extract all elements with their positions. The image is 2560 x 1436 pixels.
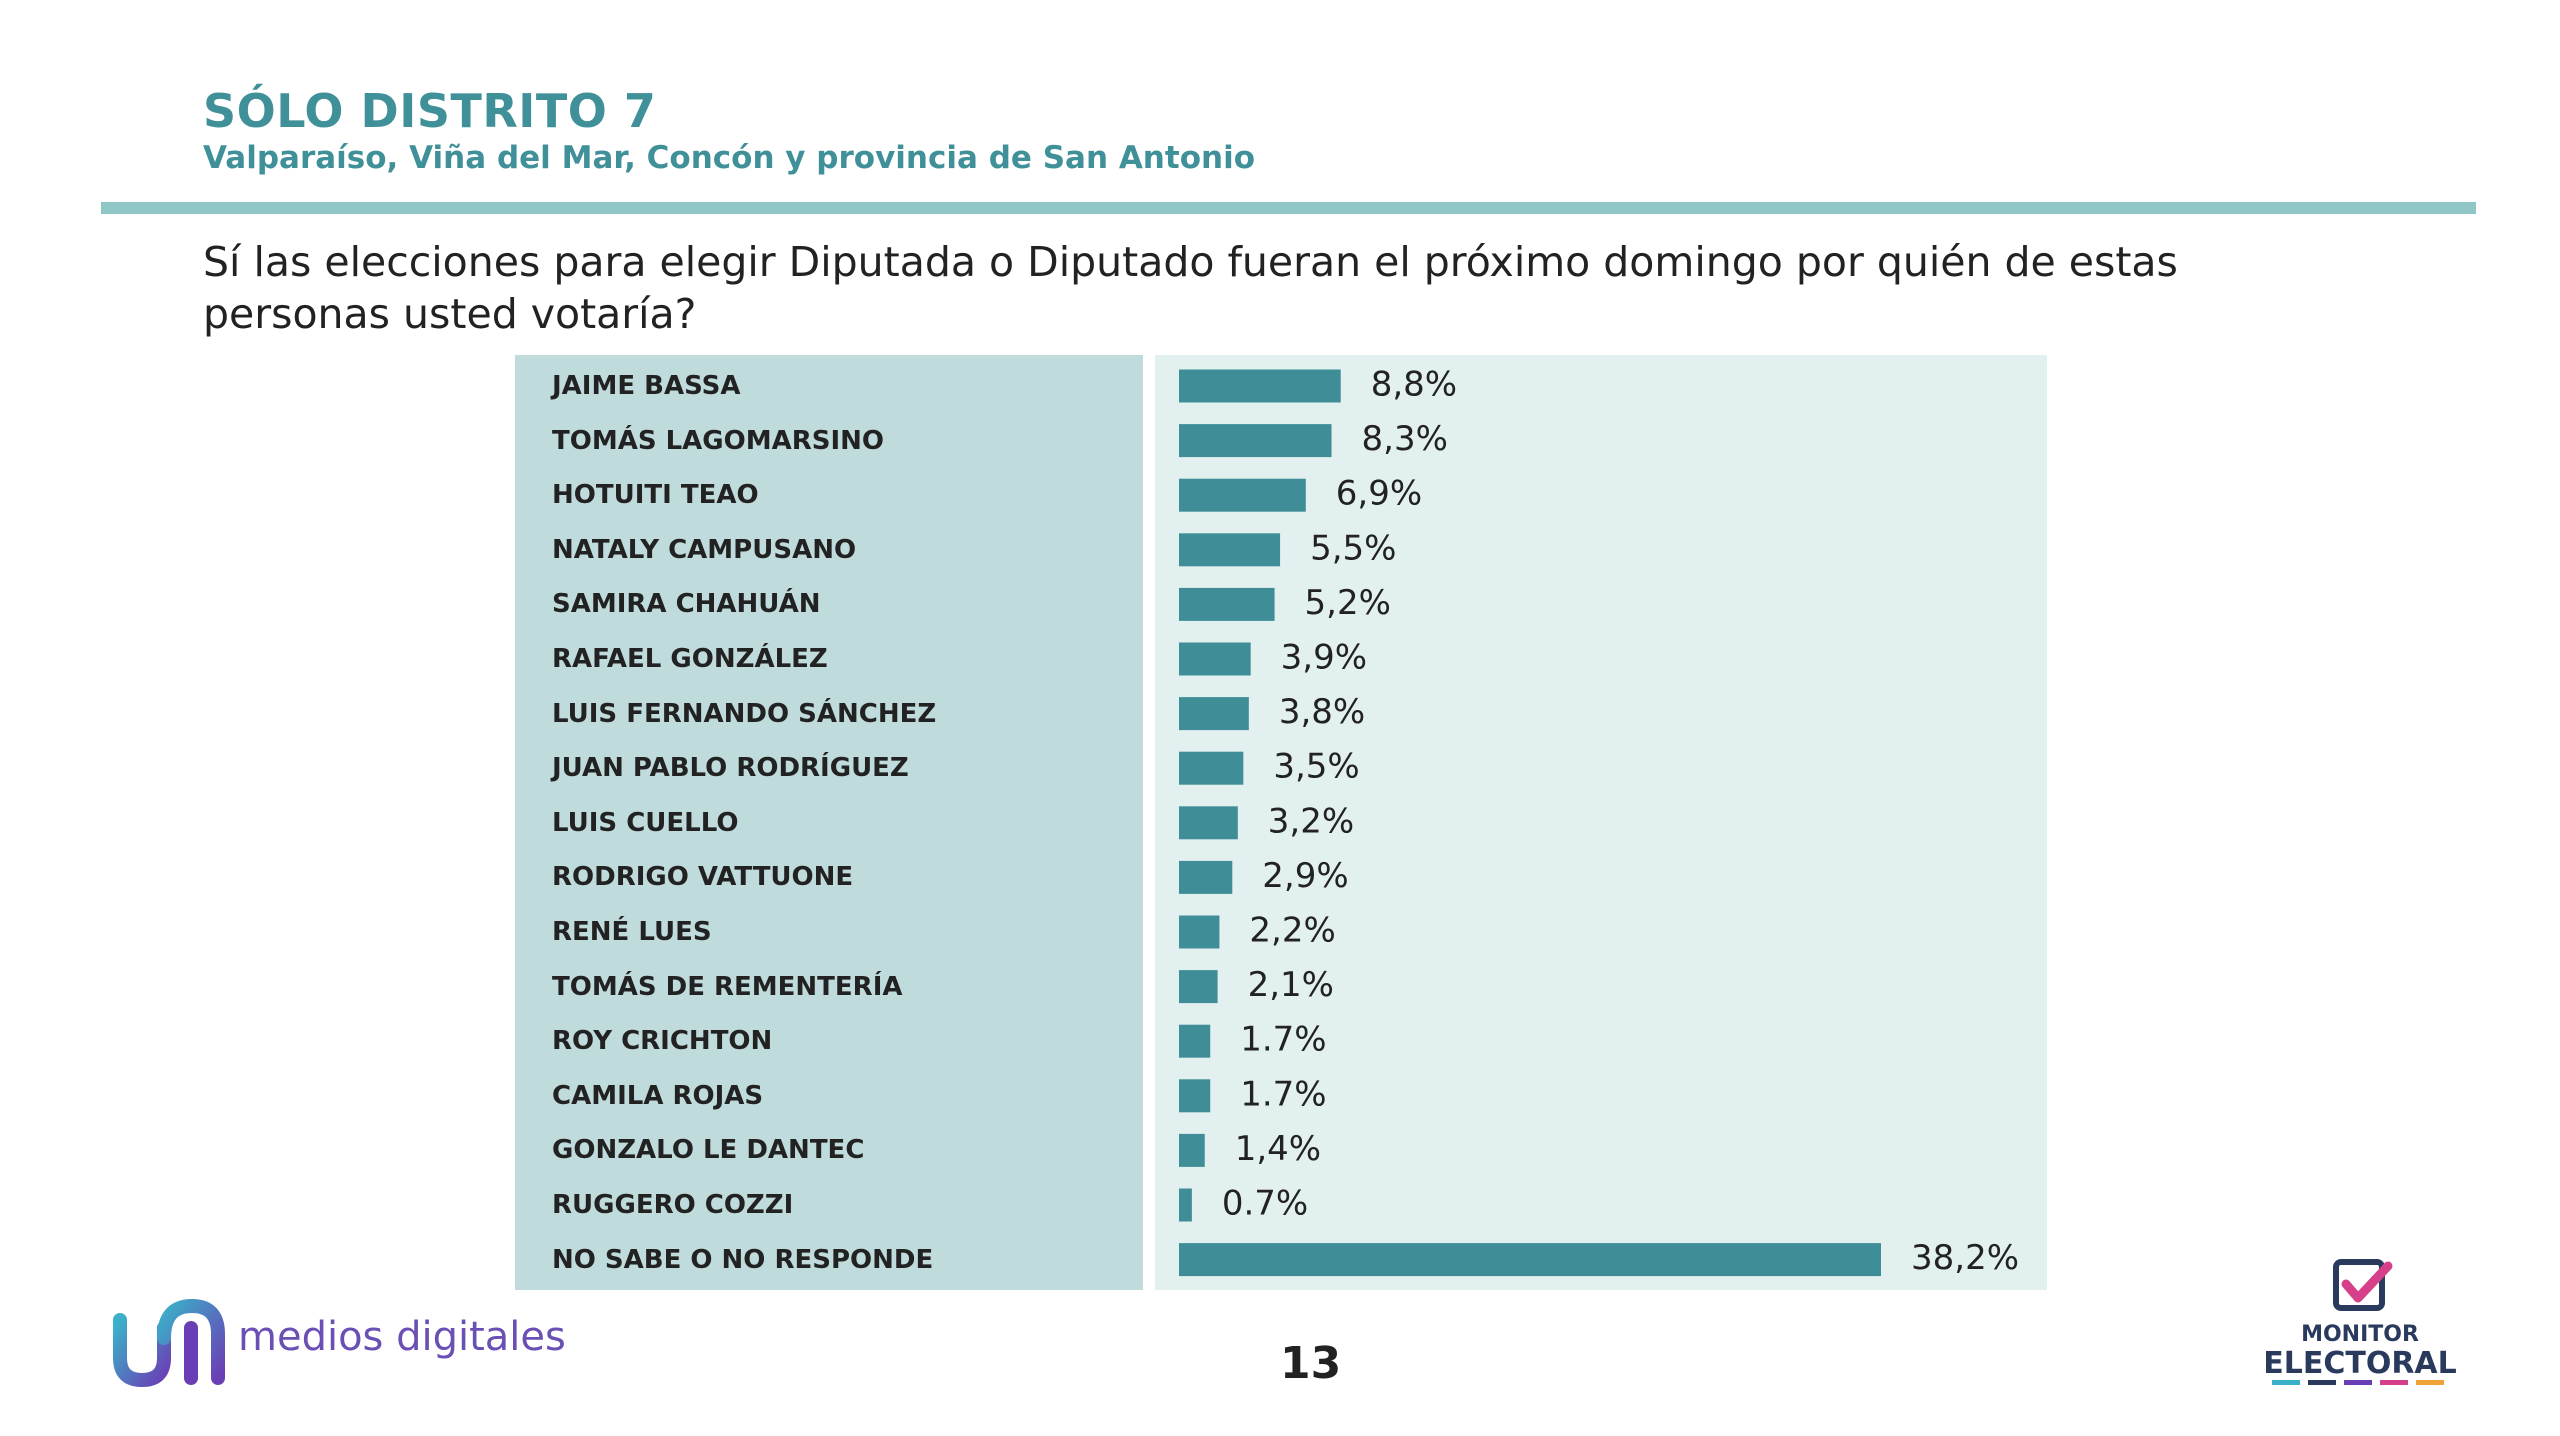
bar — [1179, 806, 1238, 840]
category-label: RUGGERO COZZI — [552, 1190, 794, 1220]
data-label: 1,4% — [1235, 1129, 1321, 1169]
data-label: 1.7% — [1240, 1074, 1326, 1114]
data-label: 2,9% — [1262, 856, 1348, 896]
bar — [1179, 642, 1251, 676]
data-label: 8,3% — [1362, 419, 1448, 459]
page-subtitle: Valparaíso, Viña del Mar, Concón y provi… — [203, 140, 1255, 176]
medios-digitales-logo-text: medios digitales — [238, 1314, 566, 1360]
data-label: 3,5% — [1273, 747, 1359, 787]
monitor-electoral-line1: MONITOR — [2301, 1322, 2419, 1347]
category-label: RAFAEL GONZÁLEZ — [552, 644, 828, 674]
medios-digitales-logo: medios digitales — [112, 1298, 566, 1388]
category-label: RODRIGO VATTUONE — [552, 862, 854, 893]
monitor-electoral-line2: ELECTORAL — [2263, 1346, 2457, 1381]
category-label: SAMIRA CHAHUÁN — [552, 589, 821, 620]
medios-digitales-logo-icon — [113, 1298, 225, 1388]
bar — [1179, 915, 1220, 949]
category-label: RENÉ LUES — [552, 917, 712, 947]
checkbox-check-icon — [2272, 1259, 2444, 1385]
category-label: GONZALO LE DANTEC — [552, 1135, 865, 1166]
data-label: 2,2% — [1249, 911, 1335, 951]
data-label: 3,9% — [1281, 638, 1367, 678]
bar — [1179, 1243, 1881, 1277]
bar — [1179, 424, 1332, 458]
category-label: LUIS FERNANDO SÁNCHEZ — [552, 698, 937, 729]
bar — [1179, 1024, 1211, 1058]
bar — [1179, 478, 1306, 512]
category-label: NATALY CAMPUSANO — [552, 534, 857, 565]
monitor-electoral-logo: MONITOR ELECTORAL — [2260, 1258, 2460, 1388]
category-label: TOMÁS DE REMENTERÍA — [552, 971, 903, 1002]
data-label: 38,2% — [1911, 1238, 2019, 1278]
page-number: 13 — [1280, 1338, 1342, 1389]
bar — [1179, 860, 1233, 894]
bar — [1179, 533, 1281, 567]
data-label: 1.7% — [1240, 1020, 1326, 1060]
category-label-panel — [515, 355, 1143, 1290]
bar — [1179, 1079, 1211, 1113]
category-label: TOMÁS LAGOMARSINO — [552, 425, 885, 456]
data-label: 5,5% — [1310, 528, 1396, 568]
survey-question: Sí las elecciones para elegir Diputada o… — [203, 238, 2178, 338]
data-label: 3,2% — [1268, 801, 1354, 841]
data-label: 0.7% — [1222, 1184, 1308, 1224]
data-label: 5,2% — [1305, 583, 1391, 623]
bar — [1179, 697, 1249, 731]
data-label: 2,1% — [1248, 965, 1334, 1005]
category-label: LUIS CUELLO — [552, 807, 739, 838]
category-label: HOTUITI TEAO — [552, 480, 759, 511]
data-label: 6,9% — [1336, 474, 1422, 514]
data-label: 3,8% — [1279, 692, 1365, 732]
category-label: NO SABE O NO RESPONDE — [552, 1244, 934, 1275]
bar — [1179, 751, 1244, 785]
bar — [1179, 369, 1341, 403]
bar — [1179, 1188, 1192, 1222]
bar — [1179, 1133, 1205, 1167]
page-title: SÓLO DISTRITO 7 — [203, 84, 657, 138]
category-label: JAIME BASSA — [552, 371, 741, 401]
bar — [1179, 970, 1218, 1004]
category-label: ROY CRICHTON — [552, 1026, 773, 1057]
category-label: CAMILA ROJAS — [552, 1080, 764, 1111]
bar — [1179, 587, 1275, 621]
category-label: JUAN PABLO RODRÍGUEZ — [552, 753, 909, 784]
header-divider — [101, 202, 2476, 214]
data-label: 8,8% — [1371, 365, 1457, 405]
